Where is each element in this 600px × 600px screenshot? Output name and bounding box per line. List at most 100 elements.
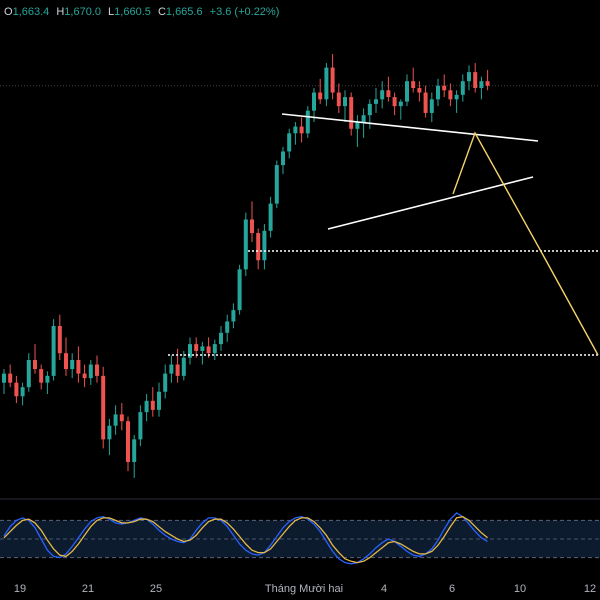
candle-body [479, 81, 484, 88]
time-axis-tick: 4 [381, 583, 387, 595]
candle [250, 201, 254, 243]
candle-body [299, 126, 304, 134]
time-axis-tick: 10 [514, 583, 526, 595]
candle [442, 74, 447, 98]
stochastic-k-line [3, 512, 488, 565]
candle [20, 382, 25, 406]
candle [467, 65, 471, 91]
candle-body [473, 72, 478, 88]
candle [318, 78, 323, 104]
candle-body [312, 92, 316, 111]
candle-body [88, 364, 93, 379]
candle-body [2, 373, 6, 383]
candle-body [157, 391, 161, 410]
candle [57, 314, 62, 360]
candle-body [287, 133, 292, 152]
candle-body [380, 90, 385, 100]
triangle-upper-trendline [281, 113, 539, 142]
time-axis[interactable]: 19 21 25 Tháng Mười hai 4 6 10 12 [14, 583, 596, 595]
stochastic-pane[interactable] [0, 512, 600, 565]
candle-body [467, 72, 471, 82]
candle [119, 403, 124, 431]
candle-body [361, 115, 366, 122]
candle [132, 434, 137, 478]
candle [219, 326, 223, 351]
candle-body [113, 414, 118, 426]
candle-body [20, 387, 25, 397]
candle [355, 115, 360, 147]
candle [76, 346, 81, 383]
candle-body [175, 364, 180, 376]
candle [405, 74, 409, 107]
candle-body [349, 97, 354, 129]
candle [144, 394, 149, 422]
candle-body [436, 85, 440, 100]
time-axis-tick: 12 [584, 583, 596, 595]
low-value: 1,660.5 [114, 6, 151, 18]
candle-body [442, 85, 447, 91]
candle-body [423, 92, 428, 113]
candle [26, 353, 31, 392]
candle [392, 92, 397, 116]
candle-body [95, 364, 99, 376]
candle-body [355, 122, 360, 129]
candle-body [126, 421, 130, 462]
low-label: L [108, 6, 115, 18]
candle [175, 348, 180, 383]
candle-body [324, 67, 329, 100]
candle-body [82, 373, 87, 379]
candle-body [374, 99, 378, 104]
time-axis-tick: 25 [150, 583, 162, 595]
candle-body [392, 97, 397, 107]
candle-body [219, 332, 223, 345]
candle-body [51, 326, 56, 376]
candle [336, 83, 341, 113]
open-value: 1,663.4 [12, 6, 50, 18]
candle-body [243, 219, 248, 270]
candle [312, 88, 316, 122]
candle [101, 366, 106, 449]
candle-body [318, 92, 323, 100]
candle-body [26, 360, 31, 388]
candle [2, 369, 6, 394]
candle [231, 303, 236, 329]
candle [429, 92, 434, 122]
candle-body [76, 360, 81, 374]
candle [188, 337, 192, 365]
candle-body [429, 99, 434, 113]
high-label: H [56, 6, 65, 18]
candle-body [305, 110, 310, 134]
candle [150, 387, 155, 417]
price-pane[interactable] [0, 54, 600, 500]
candle [157, 382, 161, 417]
candle [417, 81, 422, 102]
candle-body [33, 360, 37, 370]
candle [33, 344, 37, 374]
candle-body [150, 400, 155, 410]
candle-body [57, 326, 62, 354]
candle [386, 76, 391, 102]
candle-body [274, 165, 279, 204]
stochastic-band [0, 520, 600, 558]
chart-drawings [168, 113, 600, 356]
candle [243, 212, 248, 277]
close-label: C [157, 6, 166, 18]
candle-body [64, 353, 68, 370]
candle [126, 416, 130, 472]
candle-body [250, 219, 254, 234]
candle-body [460, 81, 465, 95]
candle [262, 224, 267, 270]
candle-body [194, 344, 199, 351]
candle [305, 106, 310, 138]
candle-body [132, 439, 137, 462]
candle [281, 146, 285, 175]
high-value: 1,670.0 [64, 6, 101, 18]
candle [367, 99, 372, 129]
candle [51, 319, 56, 381]
candle-body [200, 346, 205, 351]
candle [45, 371, 50, 394]
candle-body [188, 344, 192, 358]
candle [473, 63, 478, 93]
candle-body [405, 81, 409, 102]
